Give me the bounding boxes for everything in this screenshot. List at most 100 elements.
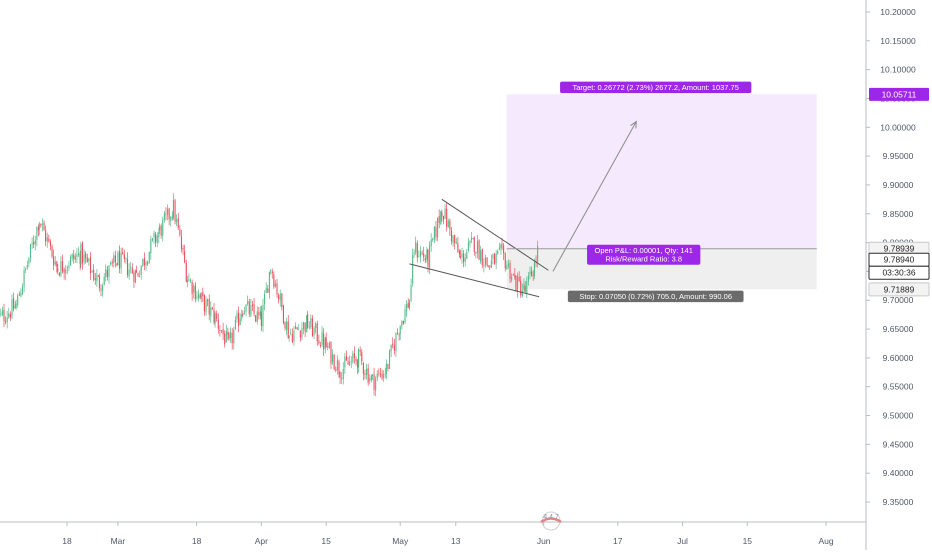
candle <box>416 240 418 263</box>
wedge-lower-trendline[interactable] <box>409 263 540 298</box>
candle <box>97 274 100 277</box>
candle <box>170 216 172 227</box>
candle-body <box>395 333 397 351</box>
candle-body <box>535 260 537 262</box>
stop-price-badge-bg <box>868 282 930 297</box>
candle-body <box>8 313 10 318</box>
candle <box>433 226 435 243</box>
candle <box>73 249 75 264</box>
candle <box>466 248 468 260</box>
candle <box>511 273 513 283</box>
candle-body <box>63 269 65 273</box>
candle-body <box>69 256 72 266</box>
candle <box>76 248 78 264</box>
candle <box>46 232 48 248</box>
arrow-line[interactable] <box>552 121 637 272</box>
candle <box>176 214 178 227</box>
candle-body <box>0 313 2 315</box>
candle-body <box>379 374 382 376</box>
wedge-upper-trendline[interactable] <box>441 198 549 271</box>
candle-body <box>500 245 502 249</box>
candle <box>364 369 366 380</box>
candle-body <box>454 235 456 244</box>
target-price-badge-text: 10.05711 <box>882 89 917 99</box>
countdown-badge: 03:30:36 <box>868 265 930 280</box>
candle <box>100 284 102 297</box>
candle <box>25 267 27 274</box>
candle <box>102 283 104 297</box>
candle-body <box>433 226 435 240</box>
candle-body <box>344 356 346 368</box>
candle <box>37 224 40 237</box>
candle <box>8 307 10 319</box>
candle <box>535 255 537 268</box>
candle <box>473 236 475 256</box>
candle-body <box>238 312 240 326</box>
candle <box>245 303 247 317</box>
candle-body <box>444 208 446 219</box>
candle-body <box>406 303 408 311</box>
candle <box>48 234 50 243</box>
candle <box>151 237 153 242</box>
candle <box>125 257 127 264</box>
candle-body <box>56 261 58 267</box>
candle-body <box>203 295 205 312</box>
candle-body <box>251 304 254 306</box>
price-tick-label: 9.55000 <box>883 382 914 392</box>
candle-body <box>259 310 262 317</box>
candle-body <box>134 270 137 283</box>
candle-body <box>236 313 238 320</box>
candle <box>512 273 514 276</box>
candle-body <box>61 261 64 272</box>
candle <box>527 272 529 286</box>
candle <box>142 258 144 267</box>
candle <box>134 269 137 284</box>
candle-body <box>392 343 394 346</box>
candle <box>71 253 73 262</box>
candle-body <box>424 258 426 261</box>
candle <box>230 327 232 344</box>
candle-body <box>429 245 431 268</box>
candle <box>371 374 374 381</box>
candle <box>116 262 118 267</box>
candle-body <box>284 321 286 329</box>
candle <box>171 211 173 221</box>
candle <box>53 249 55 271</box>
candle <box>122 247 124 255</box>
candle-body <box>458 250 461 255</box>
candle-body <box>371 374 374 376</box>
candle-body <box>160 225 162 236</box>
candle-body <box>370 375 372 380</box>
candle-body <box>165 213 167 215</box>
candle-body <box>271 271 273 274</box>
candle <box>1 306 3 317</box>
candle <box>220 330 223 333</box>
candle <box>321 326 323 348</box>
candle <box>211 306 213 310</box>
candle <box>202 287 204 302</box>
candle <box>242 310 244 317</box>
candle <box>350 356 352 369</box>
price-tick-label: 9.85000 <box>883 209 914 219</box>
candle-body <box>207 299 209 301</box>
candle <box>461 247 463 264</box>
candle-body <box>131 268 133 274</box>
candle <box>214 311 216 328</box>
candle <box>185 259 187 283</box>
candle-body <box>338 361 340 374</box>
candle <box>495 249 497 270</box>
candle-body <box>293 330 295 342</box>
candle <box>440 210 442 225</box>
candle <box>135 265 137 274</box>
candle <box>325 332 327 348</box>
candle-body <box>217 319 219 329</box>
candle-body <box>286 321 288 330</box>
candle <box>423 246 425 262</box>
candle <box>304 322 306 337</box>
candle <box>531 266 533 277</box>
candle <box>483 258 485 273</box>
candle-body <box>13 298 15 310</box>
